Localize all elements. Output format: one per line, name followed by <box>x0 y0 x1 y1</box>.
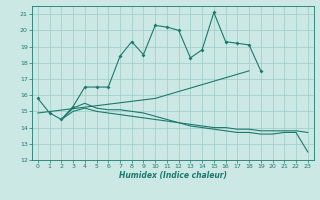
X-axis label: Humidex (Indice chaleur): Humidex (Indice chaleur) <box>119 171 227 180</box>
